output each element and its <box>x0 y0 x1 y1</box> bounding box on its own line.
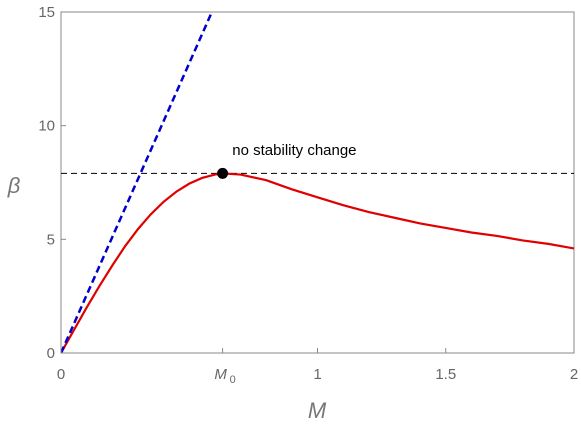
y-tick-label: 5 <box>47 231 55 248</box>
y-tick-label: 15 <box>38 4 55 21</box>
x-tick-label: 2 <box>570 366 578 383</box>
y-axis-label: β <box>7 173 21 198</box>
annotation-text: no stability change <box>232 142 356 159</box>
x-axis-label: M <box>308 398 327 423</box>
beta-curve <box>61 173 574 353</box>
x-tick-label: 0 <box>57 366 65 383</box>
plot-frame <box>61 12 574 353</box>
x-tick-label: 1 <box>313 366 321 383</box>
y-tick-label: 10 <box>38 118 55 135</box>
x-tick-label: M <box>214 366 227 383</box>
y-tick-label: 0 <box>47 345 55 362</box>
asymptote-line <box>61 5 215 353</box>
x-tick-label: 1.5 <box>435 366 456 383</box>
critical-point-marker <box>217 168 228 179</box>
x-tick-label-subscript: 0 <box>230 374 236 386</box>
